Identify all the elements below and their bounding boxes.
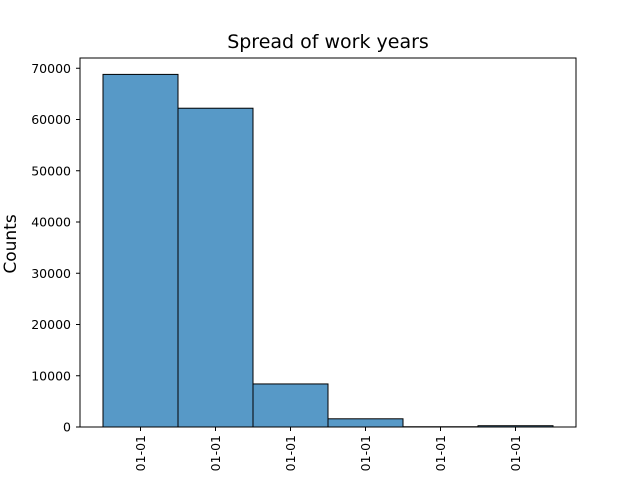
- x-tick-label: 01-01: [433, 435, 448, 471]
- y-tick-label: 20000: [31, 317, 71, 332]
- x-tick-label: 01-01: [208, 435, 223, 471]
- chart-title: Spread of work years: [227, 31, 429, 53]
- y-tick-label: 0: [63, 420, 71, 435]
- y-tick-label: 70000: [31, 61, 71, 76]
- y-tick-label: 30000: [31, 266, 71, 281]
- plot-area-frame: [79, 57, 577, 428]
- y-tick-label: 60000: [31, 112, 71, 127]
- y-tick-label: 50000: [31, 163, 71, 178]
- histogram-bar: [177, 107, 254, 428]
- y-axis-label: Counts: [1, 214, 21, 273]
- histogram-bar: [327, 418, 404, 428]
- y-axis-ticks: 0 10000 20000 30000 40000 50000 60000 70000: [31, 61, 80, 435]
- x-tick-label: 01-01: [358, 435, 373, 471]
- bars-group: [102, 73, 554, 428]
- x-tick-label: 01-01: [133, 435, 148, 471]
- x-tick-label: 01-01: [508, 435, 523, 471]
- x-axis-ticks: 01-01 01-01 01-01 01-01 01-01 01-01: [133, 427, 523, 471]
- y-tick-label: 10000: [31, 368, 71, 383]
- y-tick-label: 40000: [31, 215, 71, 230]
- x-tick-label: 01-01: [283, 435, 298, 471]
- histogram-bar: [252, 383, 329, 428]
- histogram-bar: [102, 73, 179, 428]
